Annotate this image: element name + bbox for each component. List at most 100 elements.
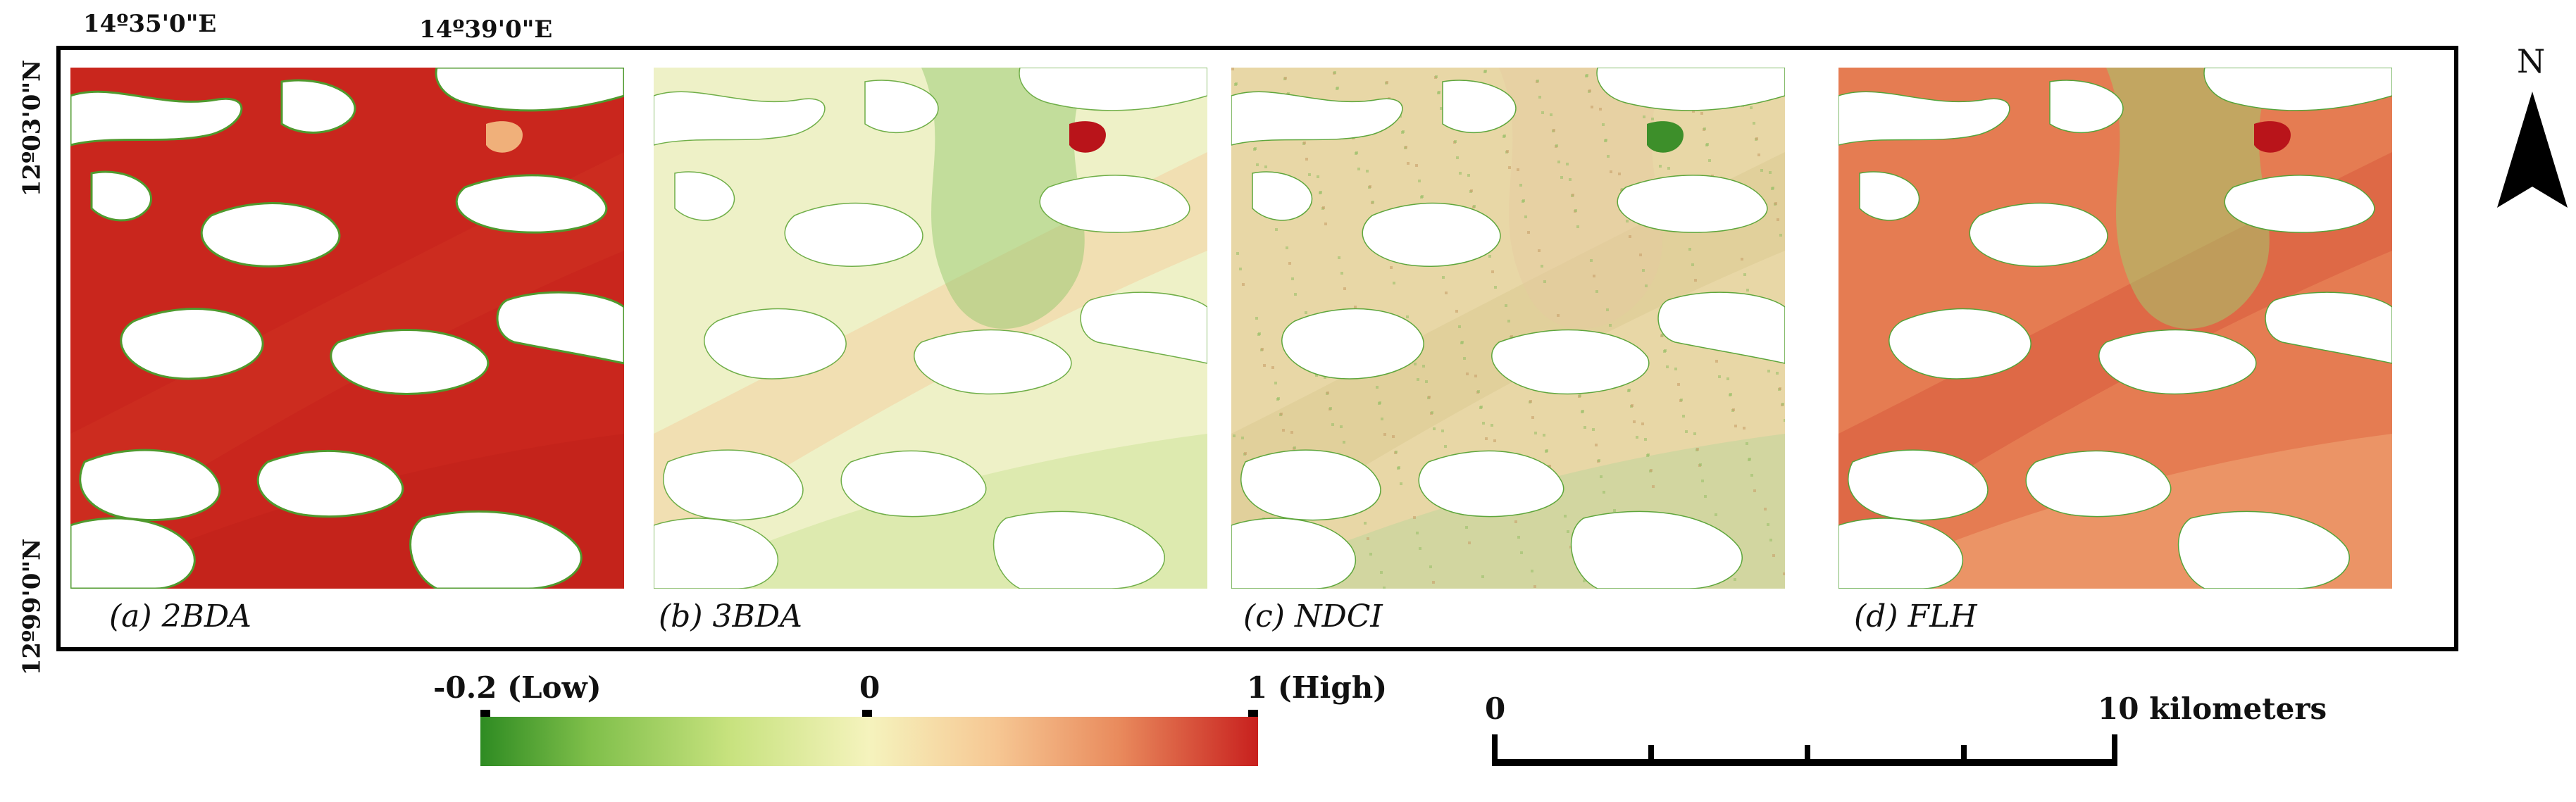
raster-speckle <box>1704 495 1707 498</box>
raster-speckle <box>1776 372 1779 375</box>
raster-speckle <box>1613 509 1616 512</box>
raster-speckle <box>1667 167 1670 170</box>
raster-speckle <box>1322 206 1325 209</box>
sandbar-nodata <box>1570 510 1743 589</box>
raster-speckle <box>1607 155 1610 158</box>
raster-speckle <box>1781 403 1784 406</box>
raster-speckle <box>1458 325 1461 328</box>
sandbar-nodata <box>200 202 341 268</box>
raster-speckle <box>1522 199 1525 202</box>
raster-speckle <box>1529 400 1532 403</box>
raster-speckle <box>1442 276 1445 279</box>
raster-speckle <box>1354 306 1357 308</box>
raster-speckle <box>1592 428 1595 431</box>
raster-speckle <box>1691 263 1694 266</box>
raster-speckle <box>1303 142 1306 144</box>
raster-speckle <box>1465 526 1468 529</box>
sandbar-nodata <box>455 174 608 234</box>
raster-speckle <box>1455 310 1458 313</box>
raster-speckle <box>1417 378 1419 381</box>
raster-speckle <box>1636 436 1638 439</box>
raster-speckle <box>1557 161 1560 163</box>
raster-speckle <box>1757 153 1760 156</box>
sandbar-nodata <box>674 171 735 221</box>
raster-speckle <box>1734 578 1736 581</box>
raster-speckle <box>1741 258 1743 261</box>
raster-speckle <box>1416 532 1419 534</box>
raster-speckle <box>1779 234 1782 237</box>
raster-speckle <box>1418 180 1421 182</box>
raster-speckle <box>1366 170 1369 173</box>
raster-speckle <box>1473 205 1476 208</box>
raster-speckle <box>1432 581 1435 584</box>
raster-speckle <box>1290 431 1293 434</box>
raster-speckle <box>1618 173 1621 175</box>
longitude-label-left: 14º35'0"E <box>83 10 217 38</box>
raster-speckle <box>1643 115 1645 118</box>
raster-speckle <box>1444 445 1447 448</box>
raster-speckle <box>1461 341 1464 344</box>
sandbar-nodata <box>2098 329 2257 395</box>
raster-speckle <box>1376 386 1379 389</box>
raster-speckle <box>1380 571 1383 574</box>
colorbar-low-label: -0.2 (Low) <box>433 670 602 705</box>
raster-speckle <box>1466 372 1469 375</box>
raster-speckle <box>1440 107 1443 110</box>
sandbar-nodata <box>1019 68 1207 111</box>
raster-speckle <box>1674 368 1677 370</box>
raster-speckle <box>1510 335 1513 338</box>
raster-speckle <box>1241 437 1244 439</box>
scale-bar <box>1492 734 2117 766</box>
colorbar <box>480 717 1258 766</box>
raster-speckle <box>1661 334 1664 337</box>
raster-speckle <box>1406 315 1409 318</box>
raster-speckle <box>1769 171 1772 174</box>
raster-speckle <box>1708 159 1711 162</box>
sandbar-nodata <box>1617 175 1768 233</box>
raster-speckle <box>1574 209 1577 212</box>
raster-speckle <box>1767 523 1769 526</box>
raster-speckle <box>1514 520 1517 523</box>
raster-speckle <box>1750 474 1753 477</box>
raster-speckle <box>1715 360 1718 363</box>
sandbar-nodata <box>70 517 196 589</box>
panel-label-b: (b) 3BDA <box>659 599 802 634</box>
sandbar-nodata <box>1252 171 1313 221</box>
raster-speckle <box>1610 170 1612 173</box>
raster-speckle <box>1557 314 1560 317</box>
raster-speckle <box>1405 146 1407 149</box>
raster-speckle <box>1538 96 1541 99</box>
raster-speckle <box>1454 140 1457 143</box>
raster-band <box>2106 68 2275 329</box>
sandbar-nodata <box>1080 292 1207 364</box>
raster-speckle <box>1545 449 1548 452</box>
raster-speckle <box>1566 163 1569 165</box>
raster-speckle <box>1703 127 1706 130</box>
north-arrow: N <box>2490 42 2575 225</box>
sandbar-nodata <box>435 68 624 112</box>
raster-speckle <box>1338 256 1340 259</box>
raster-speckle <box>1239 268 1242 270</box>
raster-speckle <box>1569 178 1572 181</box>
raster-speckle <box>1732 408 1735 411</box>
raster-speckle <box>1428 396 1431 399</box>
map-panel-ndci <box>1231 68 1785 589</box>
map-raster-flh <box>1838 68 2392 589</box>
map-panel-2bda <box>70 68 624 589</box>
raster-speckle <box>1407 162 1410 165</box>
raster-speckle <box>1694 279 1697 282</box>
raster-speckle <box>1413 516 1416 519</box>
raster-speckle <box>1784 419 1785 422</box>
raster-speckle <box>1743 273 1746 276</box>
sandbar-nodata <box>663 449 804 521</box>
raster-speckle <box>1494 286 1497 289</box>
raster-speckle <box>1379 401 1381 404</box>
raster-speckle <box>1600 475 1603 478</box>
sandbar-nodata <box>840 450 987 518</box>
raster-speckle <box>1750 106 1753 109</box>
raster-speckle <box>1369 185 1371 188</box>
map-raster-ndci <box>1231 68 1785 589</box>
sandbar-nodata <box>1838 91 2010 146</box>
sandbar-nodata <box>2265 292 2392 364</box>
sandbar-nodata <box>1859 171 1920 221</box>
